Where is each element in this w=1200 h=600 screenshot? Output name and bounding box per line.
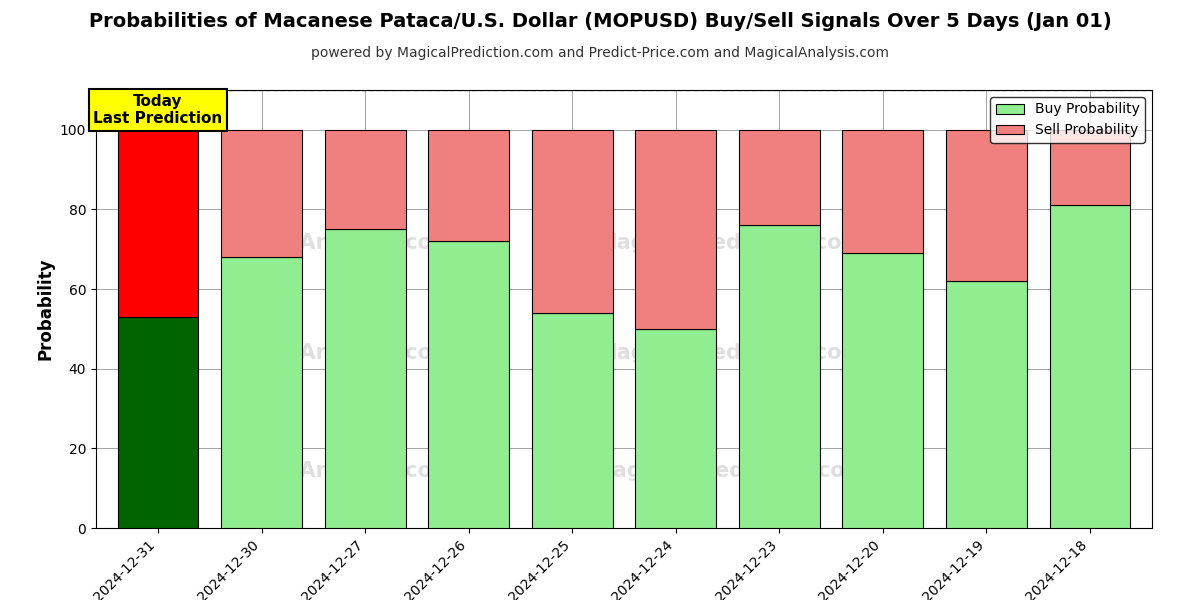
- Bar: [1050, 130, 1130, 205]
- Text: calAnalysis.com: calAnalysis.com: [266, 461, 454, 481]
- Y-axis label: Probability: Probability: [36, 258, 54, 360]
- Bar: [635, 329, 716, 528]
- Bar: [739, 226, 820, 528]
- Text: calAnalysis.com: calAnalysis.com: [266, 233, 454, 253]
- Text: MagicalPrediction.com: MagicalPrediction.com: [596, 343, 863, 363]
- Text: calAnalysis.com: calAnalysis.com: [266, 343, 454, 363]
- Bar: [428, 130, 509, 241]
- Bar: [221, 130, 302, 257]
- Bar: [325, 130, 406, 229]
- Bar: [118, 130, 198, 317]
- Bar: [635, 130, 716, 329]
- Bar: [842, 130, 923, 253]
- Bar: [946, 281, 1027, 528]
- Bar: [325, 229, 406, 528]
- Bar: [842, 253, 923, 528]
- Text: MagicalPrediction.com: MagicalPrediction.com: [596, 233, 863, 253]
- Text: Probabilities of Macanese Pataca/U.S. Dollar (MOPUSD) Buy/Sell Signals Over 5 Da: Probabilities of Macanese Pataca/U.S. Do…: [89, 12, 1111, 31]
- Text: MagicallPrediction.com: MagicallPrediction.com: [593, 461, 866, 481]
- Bar: [532, 313, 613, 528]
- Bar: [739, 130, 820, 226]
- Bar: [428, 241, 509, 528]
- Bar: [532, 130, 613, 313]
- Bar: [946, 130, 1027, 281]
- Text: powered by MagicalPrediction.com and Predict-Price.com and MagicalAnalysis.com: powered by MagicalPrediction.com and Pre…: [311, 46, 889, 60]
- Bar: [118, 317, 198, 528]
- Legend: Buy Probability, Sell Probability: Buy Probability, Sell Probability: [990, 97, 1145, 143]
- Bar: [1050, 205, 1130, 528]
- Bar: [221, 257, 302, 528]
- Text: Today
Last Prediction: Today Last Prediction: [94, 94, 223, 127]
